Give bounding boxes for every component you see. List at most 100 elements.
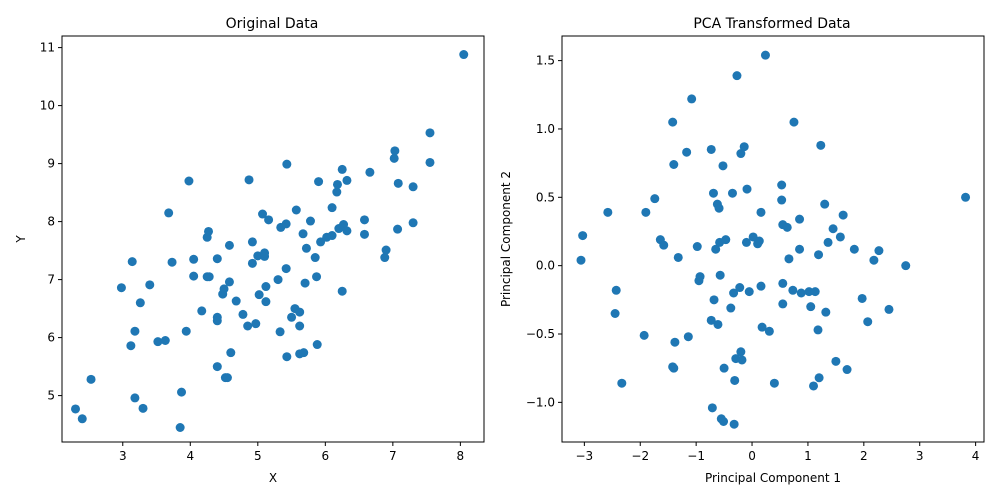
- scatter-point: [247, 237, 257, 247]
- scatter-point: [197, 306, 207, 316]
- scatter-point: [359, 229, 369, 239]
- scatter-point: [659, 240, 669, 250]
- scatter-point: [160, 336, 170, 345]
- scatter-point: [459, 50, 469, 60]
- scatter-point: [253, 251, 263, 261]
- scatter-point: [714, 203, 724, 213]
- scatter-point: [247, 258, 257, 268]
- scatter-point: [295, 321, 305, 331]
- scatter-point: [332, 179, 342, 189]
- scatter-point: [732, 71, 742, 81]
- scatter-point: [695, 272, 705, 282]
- scatter-point: [224, 277, 234, 287]
- scatter-point: [795, 244, 805, 254]
- scatter-point: [788, 285, 798, 295]
- scatter-point: [719, 363, 729, 373]
- scatter-point: [831, 356, 841, 366]
- scatter-point: [961, 192, 971, 202]
- scatter-point: [742, 184, 752, 194]
- scatter-point: [164, 208, 174, 218]
- scatter-point: [281, 264, 291, 274]
- scatter-point: [823, 237, 833, 247]
- scatter-point: [813, 325, 823, 335]
- scatter-point: [739, 142, 749, 152]
- scatter-point: [153, 337, 163, 347]
- y-tick-label: 10: [40, 99, 55, 113]
- scatter-point: [130, 326, 140, 336]
- x-tick-label: 4: [972, 449, 980, 463]
- scatter-point: [342, 226, 352, 236]
- scatter-point: [312, 340, 322, 350]
- scatter-point: [390, 146, 400, 156]
- scatter-point: [736, 347, 746, 357]
- scatter-point: [639, 330, 649, 340]
- scatter-point: [795, 214, 805, 224]
- scatter-point: [821, 307, 831, 317]
- scatter-point: [327, 203, 337, 213]
- scatter-point: [729, 419, 739, 429]
- scatter-point: [254, 290, 264, 300]
- scatter-point: [212, 254, 222, 264]
- scatter-point: [310, 253, 320, 263]
- scatter-point: [869, 255, 879, 265]
- scatter-point: [282, 159, 292, 169]
- scatter-point: [835, 232, 845, 242]
- scatter-point: [782, 222, 792, 232]
- y-tick-label: 1.5: [536, 54, 555, 68]
- scatter-point: [708, 188, 718, 198]
- scatter-point: [810, 287, 820, 297]
- scatter-point: [130, 393, 140, 403]
- scatter-point: [258, 209, 268, 219]
- scatter-point: [425, 128, 435, 138]
- scatter-point: [393, 178, 403, 188]
- data-points: [71, 50, 469, 432]
- scatter-point: [778, 278, 788, 288]
- x-tick-label: 1: [804, 449, 812, 463]
- scatter-point: [713, 319, 723, 329]
- scatter-point: [273, 275, 283, 285]
- scatter-point: [735, 283, 745, 293]
- scatter-point: [287, 312, 297, 322]
- scatter-point: [281, 219, 291, 229]
- scatter-point: [820, 199, 830, 209]
- scatter-point: [789, 117, 799, 127]
- scatter-point: [337, 286, 347, 296]
- scatter-point: [718, 161, 728, 171]
- scatter-point: [727, 188, 737, 198]
- scatter-point: [673, 252, 683, 262]
- x-tick-label: −2: [631, 449, 649, 463]
- scatter-point: [275, 327, 285, 337]
- scatter-point: [181, 326, 191, 336]
- scatter-point: [145, 280, 155, 290]
- scatter-point: [857, 293, 867, 303]
- scatter-point: [706, 315, 716, 325]
- x-tick-label: 0: [748, 449, 756, 463]
- scatter-point: [709, 295, 719, 305]
- scatter-point: [425, 157, 435, 167]
- scatter-point: [756, 281, 766, 291]
- scatter-point: [295, 307, 305, 317]
- scatter-point: [874, 246, 884, 256]
- x-axis-label: Principal Component 1: [705, 471, 841, 485]
- scatter-point: [730, 375, 740, 385]
- scatter-point: [778, 299, 788, 309]
- scatter-point: [261, 297, 271, 307]
- scatter-point: [167, 257, 177, 267]
- scatter-point: [116, 283, 126, 293]
- x-tick-label: −3: [576, 449, 594, 463]
- scatter-point: [757, 322, 767, 332]
- y-tick-label: 7: [47, 273, 55, 287]
- y-tick-label: 9: [47, 157, 55, 171]
- scatter-point: [756, 207, 766, 217]
- scatter-point: [760, 50, 770, 60]
- x-tick-label: 5: [254, 449, 262, 463]
- scatter-point: [77, 414, 87, 424]
- scatter-point: [365, 167, 375, 177]
- scatter-point: [737, 355, 747, 365]
- scatter-point: [806, 302, 816, 312]
- scatter-point: [219, 284, 229, 294]
- scatter-point: [71, 404, 81, 414]
- scatter-point: [244, 175, 254, 185]
